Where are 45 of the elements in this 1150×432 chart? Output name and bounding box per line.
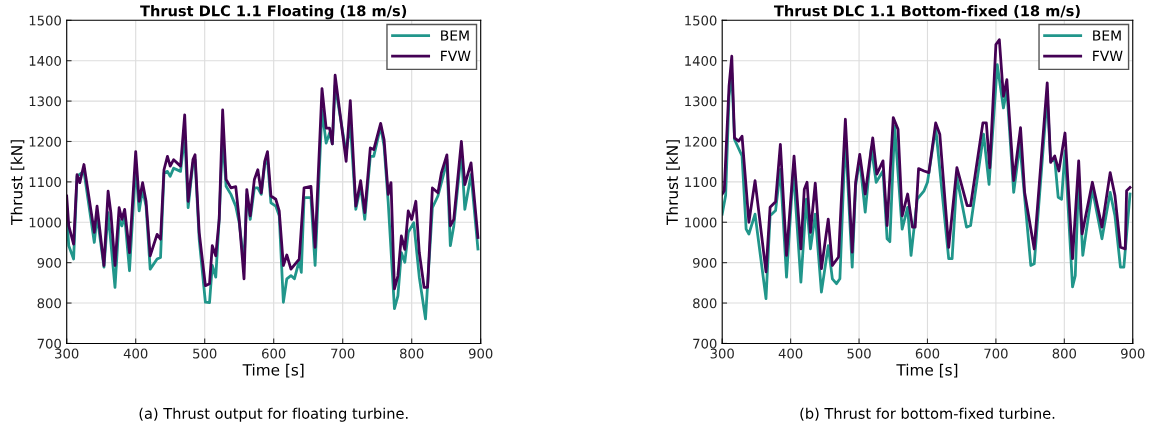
x-tick-label: 800 xyxy=(400,348,424,359)
x-tick-label: 500 xyxy=(847,348,871,359)
y-tick-label: 1300 xyxy=(29,96,61,107)
y-tick-label: 800 xyxy=(37,298,61,309)
legend-label: FVW xyxy=(1093,50,1123,61)
y-tick-label: 900 xyxy=(692,257,717,268)
y-tick-label: 1500 xyxy=(685,15,717,26)
x-tick-label: 300 xyxy=(55,348,79,359)
text: (b) Thrust for bottom-fixed turbine. xyxy=(800,407,1055,421)
y-tick-label: 1200 xyxy=(29,136,61,147)
chart-title: Thrust DLC 1.1 Floating (18 m/s) xyxy=(140,5,407,20)
x-tick-label: 400 xyxy=(778,348,803,359)
x-tick-label: 800 xyxy=(1052,348,1077,359)
y-tick-label: 900 xyxy=(37,257,61,268)
y-tick-label: 1000 xyxy=(29,217,61,228)
legend-label: BEM xyxy=(441,30,469,41)
x-axis-title: Time [s] xyxy=(896,363,958,378)
text: (a) Thrust output for floating turbine. xyxy=(139,407,408,422)
y-tick-label: 1300 xyxy=(685,96,717,107)
y-tick-label: 1100 xyxy=(29,177,61,188)
x-tick-label: 900 xyxy=(1120,348,1145,359)
legend-label: FVW xyxy=(441,50,471,61)
y-tick-label: 1200 xyxy=(685,136,717,147)
y-tick-label: 1400 xyxy=(29,55,61,66)
legend-label: BEM xyxy=(1093,30,1121,41)
x-tick-label: 500 xyxy=(193,348,217,359)
x-tick-label: 700 xyxy=(331,348,355,359)
y-tick-label: 1400 xyxy=(685,55,717,66)
x-tick-label: 700 xyxy=(984,348,1008,359)
x-tick-label: 300 xyxy=(710,348,734,359)
y-axis-title: Thrust [kN] xyxy=(10,140,25,225)
y-axis-title: Thrust [kN] xyxy=(666,140,680,225)
x-tick-label: 600 xyxy=(262,348,286,359)
x-tick-label: 600 xyxy=(915,348,940,359)
x-tick-label: 400 xyxy=(123,348,148,359)
y-tick-label: 700 xyxy=(37,338,61,349)
x-axis-title: Time [s] xyxy=(242,363,304,378)
x-tick-label: 900 xyxy=(468,348,493,359)
line-series xyxy=(66,73,480,291)
y-tick-label: 1500 xyxy=(29,15,61,26)
y-tick-label: 1100 xyxy=(685,177,717,188)
y-tick-label: 800 xyxy=(693,298,717,309)
y-tick-label: 1000 xyxy=(685,217,717,228)
y-tick-label: 700 xyxy=(693,338,717,349)
chart-title: Thrust DLC 1.1 Bottom-fixed (18 m/s) xyxy=(773,5,1080,19)
